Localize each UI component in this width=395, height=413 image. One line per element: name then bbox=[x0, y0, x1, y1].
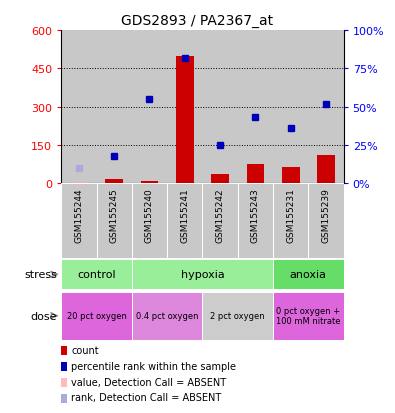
Text: GSM155239: GSM155239 bbox=[322, 188, 331, 242]
Text: 20 pct oxygen: 20 pct oxygen bbox=[67, 311, 126, 320]
Text: anoxia: anoxia bbox=[290, 270, 327, 280]
Bar bbox=[96, 31, 132, 184]
Text: count: count bbox=[71, 345, 99, 355]
Bar bbox=[61, 292, 132, 340]
Bar bbox=[105, 180, 123, 184]
Text: percentile rank within the sample: percentile rank within the sample bbox=[71, 361, 236, 371]
Bar bbox=[202, 31, 238, 184]
Bar bbox=[202, 292, 273, 340]
Text: 0.4 pct oxygen: 0.4 pct oxygen bbox=[136, 311, 198, 320]
Bar bbox=[273, 260, 344, 290]
Bar bbox=[273, 31, 308, 184]
Bar bbox=[176, 57, 194, 184]
Bar bbox=[70, 183, 88, 184]
Text: control: control bbox=[77, 270, 116, 280]
Bar bbox=[132, 260, 273, 290]
Text: GSM155243: GSM155243 bbox=[251, 188, 260, 242]
Bar bbox=[167, 184, 202, 258]
Bar bbox=[61, 31, 96, 184]
Text: 0 pct oxygen +
100 mM nitrate: 0 pct oxygen + 100 mM nitrate bbox=[276, 306, 340, 325]
Bar bbox=[238, 184, 273, 258]
Text: GSM155240: GSM155240 bbox=[145, 188, 154, 242]
Text: dose: dose bbox=[31, 311, 57, 321]
Bar bbox=[61, 260, 132, 290]
Bar bbox=[132, 184, 167, 258]
Bar bbox=[132, 292, 202, 340]
Bar bbox=[317, 156, 335, 184]
Text: GSM155242: GSM155242 bbox=[216, 188, 225, 242]
Bar bbox=[167, 31, 202, 184]
Text: stress: stress bbox=[24, 270, 57, 280]
Bar bbox=[238, 31, 273, 184]
Text: value, Detection Call = ABSENT: value, Detection Call = ABSENT bbox=[71, 377, 226, 387]
Bar bbox=[246, 165, 264, 184]
Text: 2 pct oxygen: 2 pct oxygen bbox=[211, 311, 265, 320]
Bar bbox=[141, 181, 158, 184]
Text: GSM155244: GSM155244 bbox=[74, 188, 83, 242]
Bar bbox=[211, 175, 229, 184]
Text: GSM155241: GSM155241 bbox=[180, 188, 189, 242]
Bar bbox=[202, 184, 238, 258]
Text: hypoxia: hypoxia bbox=[181, 270, 224, 280]
Text: GSM155245: GSM155245 bbox=[110, 188, 118, 242]
Text: GDS2893 / PA2367_at: GDS2893 / PA2367_at bbox=[121, 14, 274, 28]
Bar bbox=[132, 31, 167, 184]
Text: GSM155231: GSM155231 bbox=[286, 188, 295, 242]
Bar bbox=[308, 31, 344, 184]
Bar bbox=[282, 167, 299, 184]
Bar bbox=[273, 184, 308, 258]
Bar bbox=[61, 184, 96, 258]
Bar bbox=[308, 184, 344, 258]
Text: rank, Detection Call = ABSENT: rank, Detection Call = ABSENT bbox=[71, 392, 222, 402]
Bar bbox=[273, 292, 344, 340]
Bar bbox=[96, 184, 132, 258]
